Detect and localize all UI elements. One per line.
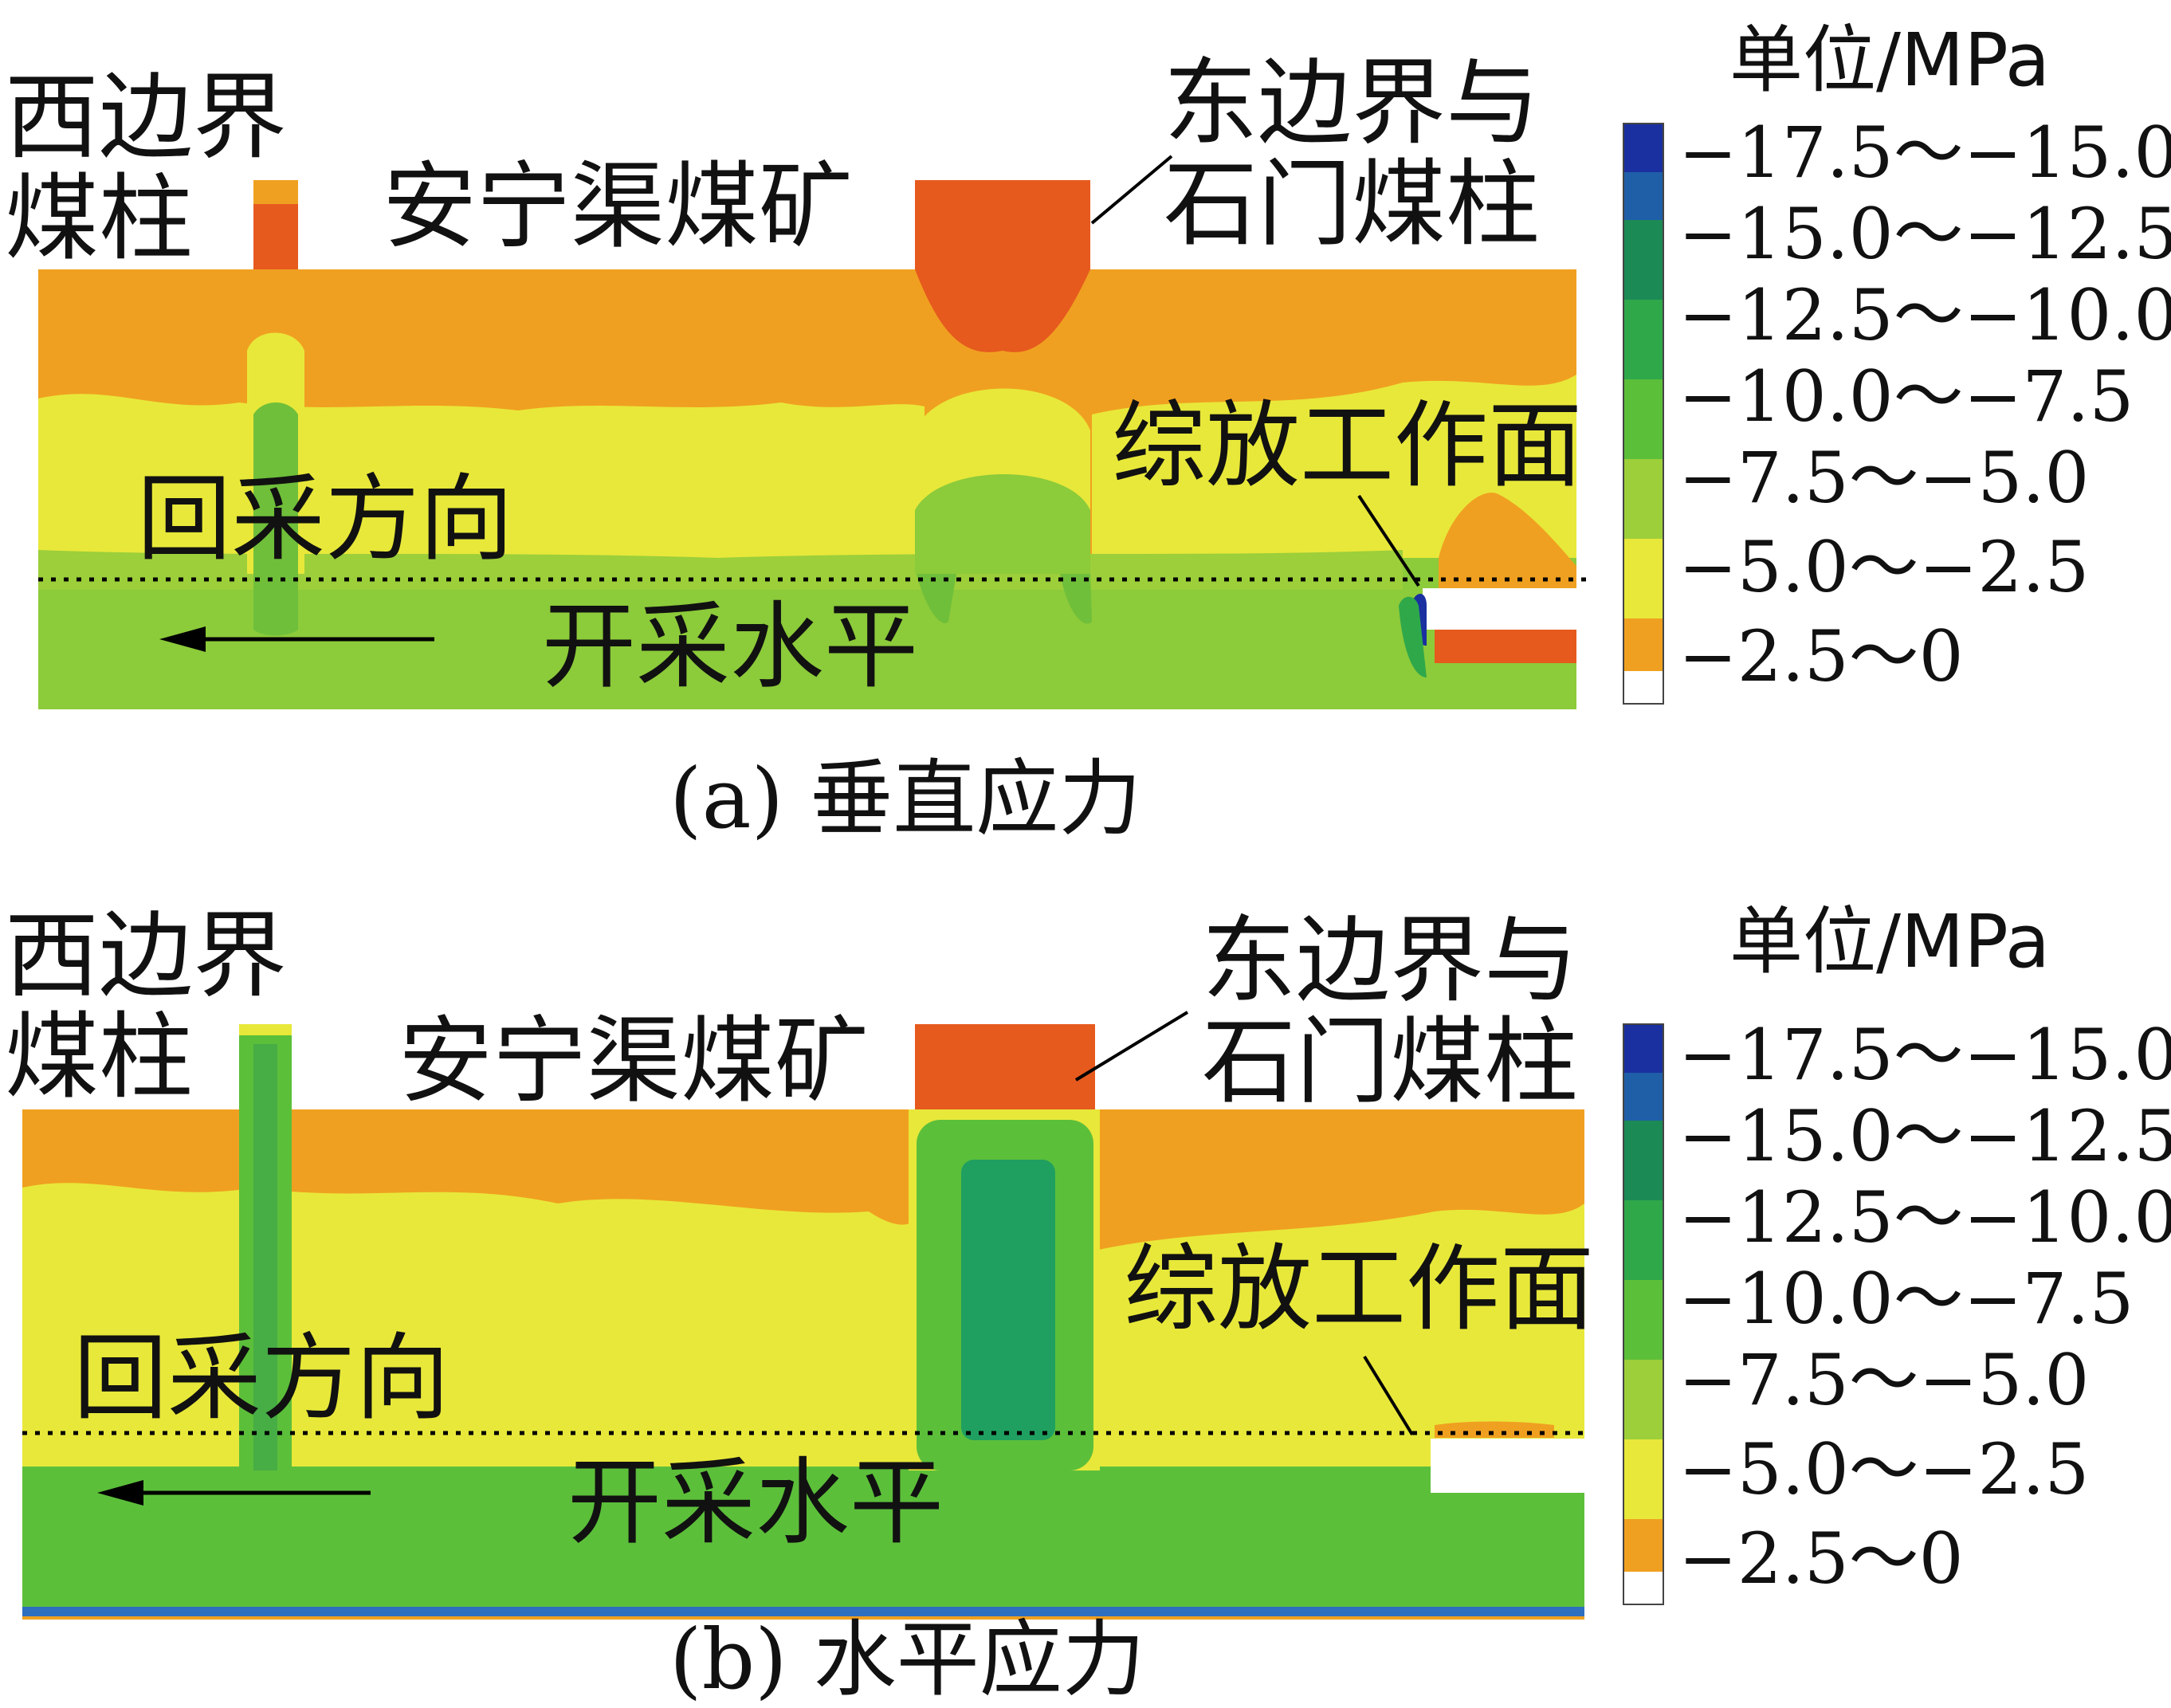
- legend-label-5: −7.5～−5.0: [1678, 437, 2090, 519]
- east-pillar-label: 东边界与 石门煤柱: [1202, 905, 1579, 1117]
- face-label: 综放工作面: [1112, 391, 1583, 501]
- east-pillar-callout-line: [1090, 155, 1173, 225]
- mining-level-label: 开采水平: [542, 591, 919, 701]
- contour-zone-bottom-blue: [22, 1607, 1584, 1616]
- legend-swatch-6: [1624, 1360, 1663, 1439]
- legend-label-4: −10.0～−7.5: [1678, 1258, 2134, 1340]
- contour-zone-yellow: [22, 1183, 1584, 1435]
- legend-label-3: −12.5～−10.0: [1678, 274, 2171, 356]
- goaf-opening: [1423, 588, 1578, 630]
- legend-label-2: −15.0～−12.5: [1678, 193, 2171, 275]
- legend-swatch-3: [1624, 220, 1663, 300]
- west-pillar-core: [253, 1044, 277, 1470]
- legend-swatch-7: [1624, 1439, 1663, 1519]
- east-pillar-top: [915, 1024, 1095, 1112]
- mine-label: 安宁渠煤矿: [398, 1006, 870, 1116]
- panel-horizontal-stress: 西边界 煤柱 安宁渠煤矿 东边界与 石门煤柱 综放工作面 回采方向 开采水平 (…: [0, 853, 2171, 1706]
- legend-swatch-2: [1624, 1073, 1663, 1121]
- legend-swatch-4: [1624, 1200, 1663, 1280]
- legend-label-6: −5.0～−2.5: [1678, 1428, 2090, 1510]
- west-pillar-cap: [253, 180, 298, 204]
- east-pillar-callout-line: [1074, 1011, 1189, 1082]
- legend-label-1: −17.5～−15.0: [1678, 112, 2171, 194]
- legend-label-2: −15.0～−12.5: [1678, 1095, 2171, 1177]
- east-pillar-top: [915, 180, 1090, 352]
- legend-swatch-1: [1624, 1025, 1663, 1073]
- goaf-floor-red: [1435, 630, 1576, 663]
- legend-unit: 单位/MPa: [1729, 18, 2051, 103]
- legend-swatch-7: [1624, 539, 1663, 618]
- west-pillar-label: 西边界 煤柱: [5, 62, 288, 274]
- legend-swatch-8: [1624, 1519, 1663, 1572]
- legend-swatch-2: [1624, 172, 1663, 220]
- east-pillar-green: [915, 474, 1090, 574]
- face-orange-zone: [1439, 493, 1576, 590]
- face-green-spot: [1399, 596, 1427, 677]
- goaf-opening: [1431, 1439, 1584, 1493]
- legend-label-5: −7.5～−5.0: [1678, 1339, 2090, 1421]
- legend-swatch-8: [1624, 618, 1663, 671]
- mining-direction-label: 回采方向: [137, 464, 514, 574]
- west-pillar-label: 西边界 煤柱: [5, 901, 288, 1113]
- face-callout-line: [1357, 494, 1420, 587]
- east-pillar-core: [961, 1160, 1055, 1440]
- contour-zone-yellow: [38, 375, 1576, 574]
- legend-swatch-5: [1624, 1280, 1663, 1360]
- east-pillar-green-left: [917, 574, 956, 623]
- legend-label-1: −17.5～−15.0: [1678, 1014, 2171, 1096]
- legend-label-7: −2.5～0: [1678, 615, 1964, 697]
- legend-swatch-3: [1624, 1121, 1663, 1200]
- east-pillar-label: 东边界与 石门煤柱: [1164, 48, 1541, 260]
- color-legend-bar: [1623, 123, 1664, 705]
- legend-swatch-1: [1624, 124, 1663, 172]
- vertical-stress-contour-plot: [38, 155, 1586, 709]
- face-label: 综放工作面: [1124, 1234, 1595, 1344]
- mining-direction-label: 回采方向: [73, 1323, 450, 1433]
- mining-direction-arrow-head: [97, 1480, 143, 1506]
- goaf-floor-green: [1431, 1493, 1584, 1525]
- legend-unit: 单位/MPa: [1729, 899, 2051, 984]
- goaf-orange-strip: [1435, 1421, 1554, 1438]
- panel-vertical-stress: 西边界 煤柱 安宁渠煤矿 东边界与 石门煤柱 综放工作面 回采方向 开采水平 (…: [0, 0, 2171, 853]
- mining-level-label: 开采水平: [567, 1447, 944, 1557]
- legend-swatch-6: [1624, 459, 1663, 539]
- color-legend-bar: [1623, 1023, 1664, 1605]
- face-callout-line: [1363, 1355, 1414, 1436]
- legend-swatch-4: [1624, 300, 1663, 379]
- mining-direction-arrow-head: [159, 626, 206, 652]
- mine-label: 安宁渠煤矿: [383, 151, 854, 261]
- legend-label-3: −12.5～−10.0: [1678, 1176, 2171, 1258]
- legend-label-6: −5.0～−2.5: [1678, 526, 2090, 608]
- east-pillar-green-right: [1060, 574, 1092, 624]
- west-pillar-green: [253, 402, 298, 636]
- caption-vertical-stress: (a) 垂直应力: [669, 750, 1142, 847]
- legend-label-7: −2.5～0: [1678, 1518, 1964, 1600]
- west-pillar-cap: [239, 1024, 292, 1035]
- legend-swatch-5: [1624, 379, 1663, 459]
- legend-label-4: −10.0～−7.5: [1678, 355, 2134, 438]
- horizontal-stress-contour-plot: [22, 1011, 1586, 1620]
- caption-horizontal-stress: (b) 水平应力: [669, 1611, 1145, 1708]
